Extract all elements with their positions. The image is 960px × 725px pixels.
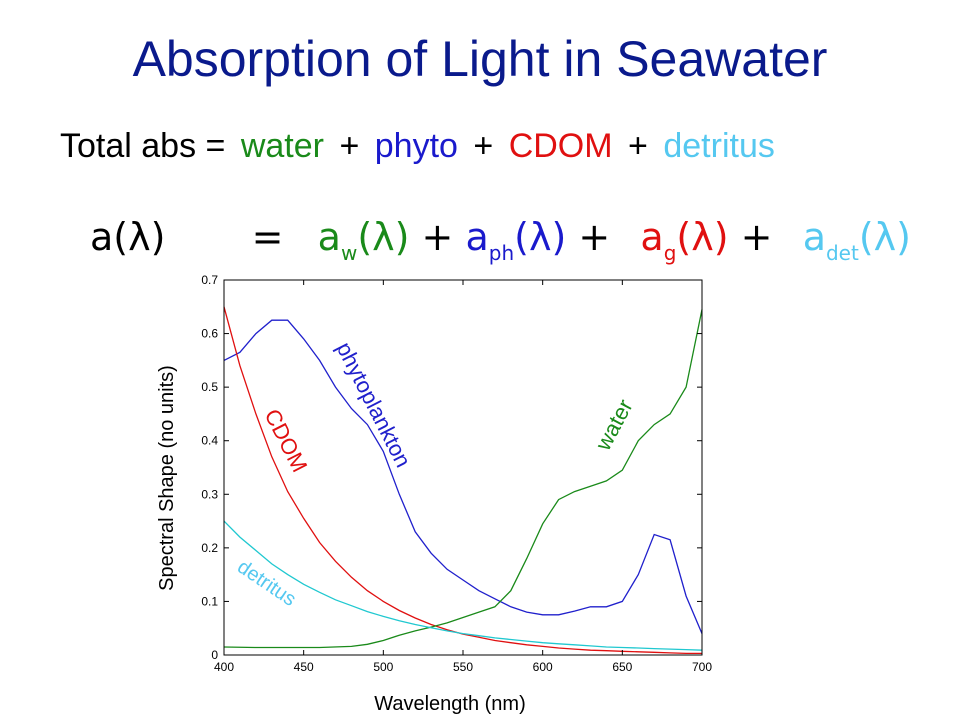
y-tick-label: 0.6 xyxy=(201,327,218,341)
x-tick-label: 700 xyxy=(692,660,712,674)
eq-aph: aph(λ) xyxy=(465,215,567,265)
y-tick-label: 0.7 xyxy=(201,273,218,287)
eq-equals: = xyxy=(251,215,284,259)
axes-layer: 400 450 500 550 600 650 700 0 0.1 0.2 0.3 0.4 0.5 0.6… xyxy=(201,273,712,674)
eq-water: water xyxy=(240,127,324,165)
equation-words: Total abs = water + phyto + CDOM + detri… xyxy=(60,127,781,166)
eq-adet: adet(λ) xyxy=(802,215,911,265)
eq-ag: ag(λ) xyxy=(640,215,729,265)
x-tick-label: 650 xyxy=(612,660,632,674)
equation-symbols: a(λ) = aw(λ) + aph(λ) + ag(λ) + adet(λ) xyxy=(90,215,911,265)
y-tick-label: 0.4 xyxy=(201,434,218,448)
y-axis-label: Spectral Shape (no units) xyxy=(156,365,178,591)
y-tick-label: 0.5 xyxy=(201,380,218,394)
y-tick-label: 0.2 xyxy=(201,541,218,555)
series-line-detritus xyxy=(223,520,703,651)
eq-aw: aw(λ) xyxy=(317,215,410,265)
x-axis-label: Wavelength (nm) xyxy=(374,693,526,715)
eq-total: Total abs = xyxy=(60,127,226,165)
x-tick-label: 450 xyxy=(294,660,314,674)
eq-plus: + xyxy=(473,127,494,165)
x-tick-label: 550 xyxy=(453,660,473,674)
eq-cdom: CDOM xyxy=(508,127,613,165)
y-tick-label: 0.3 xyxy=(201,487,218,501)
eq-detritus: detritus xyxy=(663,127,775,165)
x-tick-label: 600 xyxy=(533,660,553,674)
eq-lhs: a(λ) xyxy=(90,215,166,259)
series-line-phytoplankton xyxy=(223,319,703,634)
eq-plus: + xyxy=(578,215,611,259)
series-line-water xyxy=(223,309,703,649)
y-tick-label: 0 xyxy=(211,648,218,662)
series-layer xyxy=(223,306,703,655)
y-tick-label: 0.1 xyxy=(201,594,218,608)
plot-area xyxy=(224,280,702,655)
x-tick-label: 400 xyxy=(214,660,234,674)
x-tick-label: 500 xyxy=(373,660,393,674)
eq-plus: + xyxy=(628,127,648,165)
eq-phyto: phyto xyxy=(374,127,458,165)
eq-plus: + xyxy=(740,215,773,259)
plot-background xyxy=(224,280,702,655)
eq-plus: + xyxy=(421,215,454,259)
eq-plus: + xyxy=(339,127,360,165)
page-title: Absorption of Light in Seawater xyxy=(132,31,828,87)
